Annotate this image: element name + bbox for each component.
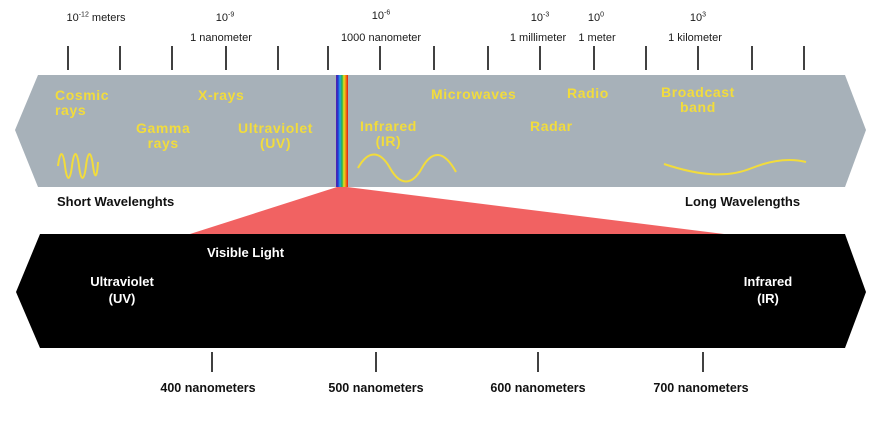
tick-label-600nm: 600 nanometers	[490, 381, 586, 395]
band-cosmic-rays: Cosmic rays	[55, 87, 110, 118]
uv-side-label: Ultraviolet (UV)	[90, 274, 154, 306]
tick-label-700nm: 700 nanometers	[653, 381, 749, 395]
tick-label-500nm: 500 nanometers	[328, 381, 424, 395]
ir-side-label: Infrared (IR)	[743, 274, 793, 306]
power-label-1e3: 103	[689, 11, 707, 24]
visible-strip	[336, 75, 348, 187]
visible-light-band	[16, 234, 866, 348]
infrared-wave-icon	[357, 153, 457, 183]
unit-label-1000-nanometer: 1000 nanometer	[340, 32, 422, 44]
power-label-1e-6: 10-6	[371, 9, 391, 22]
band-ultraviolet: Ultraviolet (UV)	[238, 120, 314, 151]
power-label-1e-3: 10-3	[530, 11, 550, 24]
unit-label-nanometer: 1 nanometer	[190, 32, 252, 44]
band-microwaves: Microwaves	[431, 86, 517, 102]
power-label-1e-12: 10-12 meters	[66, 11, 126, 24]
unit-label-millimeter: 1 millimeter	[509, 32, 567, 44]
power-label-1e0: 100	[587, 11, 605, 24]
short-wavelengths-label: Short Wavelenghts	[57, 194, 175, 209]
em-spectrum-band	[15, 75, 866, 187]
power-label-1e-9: 10-9	[215, 11, 235, 24]
short-wave-squiggle-icon	[57, 153, 99, 179]
tick-label-400nm: 400 nanometers	[160, 381, 256, 395]
band-broadcast: Broadcast band	[661, 84, 735, 115]
band-gamma-rays: Gamma rays	[136, 120, 191, 151]
top-scale-ticks	[67, 46, 805, 70]
unit-label-meter: 1 meter	[578, 32, 616, 44]
long-wave-curve-icon	[663, 159, 807, 176]
band-infrared: Infrared (IR)	[360, 118, 417, 149]
unit-label-kilometer: 1 kilometer	[668, 32, 722, 44]
visible-light-title: Visible Light	[207, 245, 285, 260]
band-radio: Radio	[567, 85, 609, 101]
band-radar: Radar	[530, 118, 573, 134]
nanometer-ticks	[211, 352, 704, 372]
long-wavelengths-label: Long Wavelengths	[685, 194, 801, 209]
band-x-rays: X-rays	[198, 87, 245, 103]
visible-light-fan	[190, 187, 724, 234]
